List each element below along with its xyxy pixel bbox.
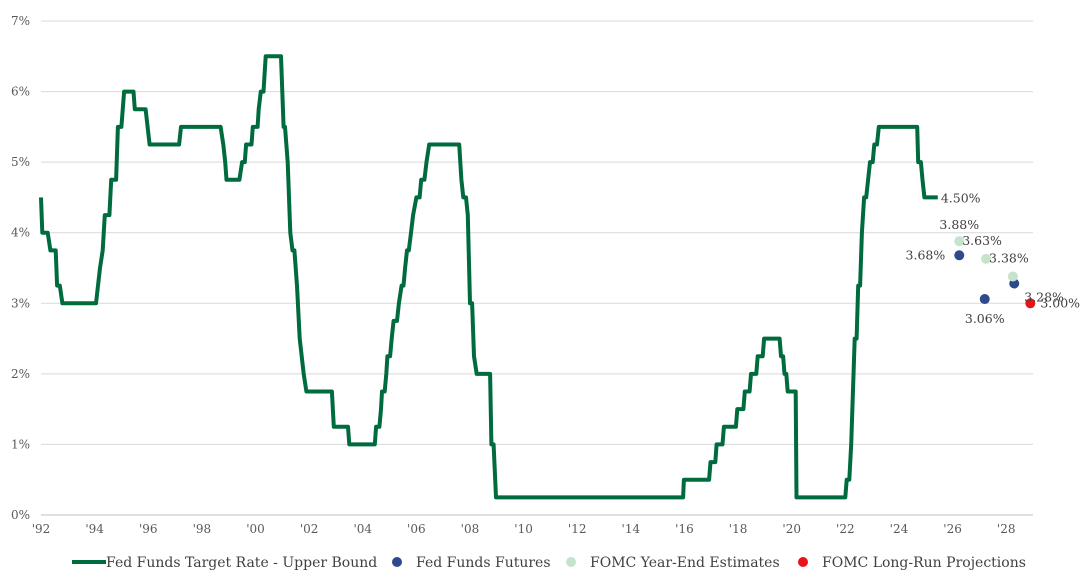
- series-3-point-0: [1025, 298, 1036, 309]
- series-2-point-1: [981, 253, 992, 264]
- y-tick-label-1: 1%: [11, 437, 30, 451]
- y-axis-ticks: 0% 1% 2% 3% 4% 5% 6% 7%: [11, 14, 30, 522]
- series-1-point-0: [954, 250, 965, 261]
- x-tick-label-3: '98: [193, 522, 212, 536]
- legend-label-3: FOMC Long-Run Projections: [822, 555, 1026, 571]
- x-tick-label-0: '92: [32, 522, 51, 536]
- x-tick-label-13: '18: [729, 522, 748, 536]
- y-tick-label-7: 7%: [11, 14, 30, 28]
- y-tick-label-4: 4%: [11, 226, 30, 240]
- legend-swatch-1: [392, 557, 402, 567]
- series-2-point-0: [954, 236, 965, 247]
- legend-swatch-2: [566, 557, 576, 567]
- legend: Fed Funds Target Rate - Upper Bound Fed F…: [72, 555, 1026, 571]
- series-3-label-0: 3.00%: [1040, 295, 1080, 310]
- x-tick-label-16: '24: [890, 522, 909, 536]
- series-line-fed-funds-target: [39, 54, 938, 500]
- series-2-point-2: [1007, 271, 1018, 282]
- x-tick-label-4: '00: [246, 522, 265, 536]
- data-labels-layer: 4.50% 3.68% 3.06% 3.28% 3.88%3.63% 3.38% 3.00%: [906, 190, 1081, 326]
- x-tick-label-5: '02: [300, 522, 319, 536]
- gridlines: [41, 20, 1033, 516]
- x-tick-label-7: '06: [407, 522, 426, 536]
- x-tick-label-15: '22: [836, 522, 855, 536]
- x-tick-label-8: '08: [461, 522, 480, 536]
- data-label-fed-funds-target-end: 4.50%: [941, 190, 981, 205]
- y-tick-label-0: 0%: [11, 508, 30, 522]
- x-tick-label-1: '94: [85, 522, 104, 536]
- legend-label-1: Fed Funds Futures: [416, 555, 551, 571]
- series-1-label-2: 3.28%: [1024, 290, 1064, 305]
- x-tick-label-17: '26: [943, 522, 962, 536]
- x-tick-label-12: '16: [675, 522, 694, 536]
- x-axis-ticks: '92 '94 '96 '98 '00 '02 '04 '06 '08 '10 '12 '14 '16 '…: [32, 522, 1016, 536]
- y-tick-label-5: 5%: [11, 155, 30, 169]
- line-series-layer: [39, 54, 938, 500]
- x-tick-label-9: '10: [514, 522, 533, 536]
- series-1-label-0: 3.68%: [906, 247, 946, 262]
- series-1-label-1: 3.06%: [965, 311, 1005, 326]
- series-2-label-0: 3.88%: [939, 217, 979, 232]
- x-tick-label-6: '04: [353, 522, 372, 536]
- series-1-point-1: [979, 294, 990, 305]
- x-tick-label-11: '14: [622, 522, 641, 536]
- x-tick-label-18: '28: [997, 522, 1016, 536]
- legend-swatch-3: [798, 557, 808, 567]
- series-2-label-2: 3.38%: [989, 250, 1029, 265]
- x-tick-label-10: '12: [568, 522, 587, 536]
- marker-series-layer: [954, 236, 1036, 309]
- y-tick-label-6: 6%: [11, 85, 30, 99]
- y-tick-label-2: 2%: [11, 367, 30, 381]
- legend-label-0: Fed Funds Target Rate - Upper Bound: [106, 555, 377, 571]
- x-tick-label-2: '96: [139, 522, 158, 536]
- y-tick-label-3: 3%: [11, 296, 30, 310]
- x-tick-label-14: '20: [782, 522, 801, 536]
- series-2-label-1: 3.63%: [962, 233, 1002, 248]
- legend-label-2: FOMC Year-End Estimates: [590, 555, 780, 571]
